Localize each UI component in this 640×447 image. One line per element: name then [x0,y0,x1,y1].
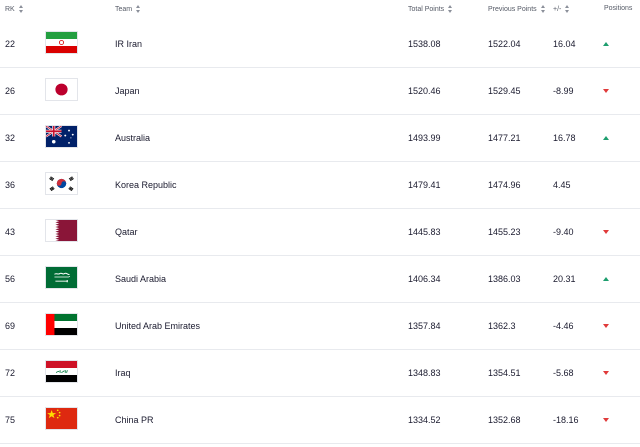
arrow-down-icon [603,88,609,93]
arrow-up-icon [603,41,609,46]
positions-column-header: Positions [604,5,632,12]
total-points-column-header[interactable]: Total Points [408,5,453,13]
diff-value: 16.78 [553,132,576,143]
rank-value: 43 [5,226,16,237]
total-points-value: 1520.46 [408,85,441,96]
arrow-down-icon [603,417,609,422]
team-name[interactable]: IR Iran [115,38,143,49]
total-points-value: 1406.34 [408,273,441,284]
arrow-down-icon [603,229,609,234]
position-indicator [603,396,609,443]
diff-value: 16.04 [553,38,576,49]
total-points-value: 1334.52 [408,414,441,425]
table-row[interactable]: 43 Qatar 1445.83 1455.23 -9.40 [0,208,640,256]
iraq-flag-icon [45,360,78,383]
arrow-down-icon [603,323,609,328]
total-points-value: 1445.83 [408,226,441,237]
total-points-value: 1348.83 [408,367,441,378]
total-points-value: 1357.84 [408,320,441,331]
table-header: RK Team Total Points Previous Points +/-… [0,0,640,20]
saudi-flag-icon [45,266,78,289]
rank-header-label: RK [5,5,15,13]
previous-points-value: 1474.96 [488,179,521,190]
team-header-label: Team [115,5,133,13]
total-points-value: 1493.99 [408,132,441,143]
rank-value: 75 [5,414,16,425]
rank-value: 56 [5,273,16,284]
previous-points-value: 1522.04 [488,38,521,49]
rank-value: 32 [5,132,16,143]
diff-value: -8.99 [553,85,574,96]
rank-value: 72 [5,367,16,378]
arrow-down-icon [603,370,609,375]
team-name[interactable]: Iraq [115,367,131,378]
diff-value: -4.46 [553,320,574,331]
position-indicator [603,349,609,396]
table-row[interactable]: 75 China PR 1334.52 1352.68 -18.16 [0,396,640,444]
table-row[interactable]: 72 Iraq 1348.83 1354.51 -5.68 [0,349,640,397]
korea-flag-icon [45,172,78,195]
team-name[interactable]: China PR [115,414,154,425]
team-name[interactable]: United Arab Emirates [115,320,201,331]
sort-icon[interactable] [18,5,24,13]
previous-points-value: 1386.03 [488,273,521,284]
total-points-header-label: Total Points [408,5,445,13]
position-indicator [603,20,609,67]
previous-points-value: 1529.45 [488,85,521,96]
previous-points-column-header[interactable]: Previous Points [488,5,546,13]
arrow-up-icon [603,276,609,281]
previous-points-value: 1477.21 [488,132,521,143]
diff-value: -18.16 [553,414,579,425]
position-indicator [603,302,609,349]
sort-icon[interactable] [565,5,570,13]
china-flag-icon [45,407,78,430]
table-row[interactable]: 56 Saudi Arabia 1406.34 1386.03 20.31 [0,255,640,303]
iran-flag-icon [45,31,78,54]
diff-column-header[interactable]: +/- [553,5,570,13]
team-name[interactable]: Qatar [115,226,138,237]
positions-header-label: Positions [604,5,633,12]
diff-value: -5.68 [553,367,574,378]
rank-value: 36 [5,179,16,190]
diff-value: 4.45 [553,179,571,190]
previous-points-value: 1352.68 [488,414,521,425]
rank-value: 22 [5,38,16,49]
table-row[interactable]: 26 Japan 1520.46 1529.45 -8.99 [0,67,640,115]
table-row[interactable]: 32 Australia 1493.99 1477.21 16.78 [0,114,640,162]
previous-points-value: 1354.51 [488,367,521,378]
qatar-flag-icon [45,219,78,242]
team-name[interactable]: Korea Republic [115,179,177,190]
rank-column-header[interactable]: RK [5,5,24,13]
diff-header-label: +/- [553,5,562,13]
rank-value: 69 [5,320,16,331]
team-name[interactable]: Japan [115,85,140,96]
table-row[interactable]: 36 Korea Republic 1479.41 1474.96 4.45 [0,161,640,209]
team-column-header[interactable]: Team [115,5,141,13]
table-row[interactable]: 22 IR Iran 1538.08 1522.04 16.04 [0,20,640,68]
position-indicator [603,208,609,255]
rank-value: 26 [5,85,16,96]
previous-points-value: 1455.23 [488,226,521,237]
previous-points-header-label: Previous Points [488,5,537,13]
position-indicator [603,67,609,114]
position-indicator [603,114,609,161]
total-points-value: 1538.08 [408,38,441,49]
total-points-value: 1479.41 [408,179,441,190]
team-name[interactable]: Saudi Arabia [115,273,167,284]
team-name[interactable]: Australia [115,132,151,143]
position-indicator [603,255,609,302]
diff-value: 20.31 [553,273,576,284]
sort-icon[interactable] [136,5,141,13]
sort-icon[interactable] [540,5,546,13]
japan-flag-icon [45,78,78,101]
table-row[interactable]: 69 United Arab Emirates 1357.84 1362.3 -… [0,302,640,350]
arrow-up-icon [603,135,609,140]
diff-value: -9.40 [553,226,574,237]
uae-flag-icon [45,313,78,336]
australia-flag-icon [45,125,78,148]
previous-points-value: 1362.3 [488,320,516,331]
sort-icon[interactable] [448,5,453,13]
